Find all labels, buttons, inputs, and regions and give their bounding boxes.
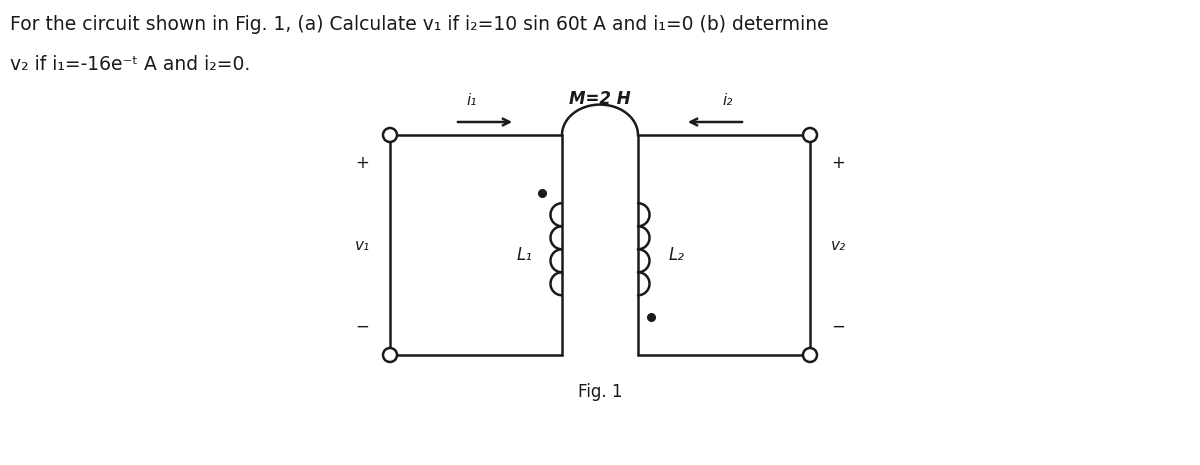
Text: i₂: i₂	[722, 93, 733, 108]
Text: L₁: L₁	[516, 246, 532, 264]
Text: Fig. 1: Fig. 1	[577, 383, 623, 401]
Circle shape	[803, 128, 817, 142]
Circle shape	[383, 128, 397, 142]
Text: v₂ if i₁=-16e⁻ᵗ A and i₂=0.: v₂ if i₁=-16e⁻ᵗ A and i₂=0.	[10, 55, 251, 74]
Text: For the circuit shown in Fig. 1, (a) Calculate v₁ if i₂=10 sin 60t A and i₁=0 (b: For the circuit shown in Fig. 1, (a) Cal…	[10, 15, 829, 34]
Text: M=2 H: M=2 H	[569, 90, 631, 108]
Text: −: −	[832, 318, 845, 336]
Text: L₂: L₂	[668, 246, 684, 264]
Text: +: +	[355, 154, 368, 172]
Text: i₁: i₁	[467, 93, 478, 108]
Circle shape	[383, 348, 397, 362]
Text: −: −	[355, 318, 368, 336]
Text: +: +	[832, 154, 845, 172]
Text: v₂: v₂	[830, 238, 846, 252]
Text: v₁: v₁	[354, 238, 370, 252]
Circle shape	[803, 348, 817, 362]
